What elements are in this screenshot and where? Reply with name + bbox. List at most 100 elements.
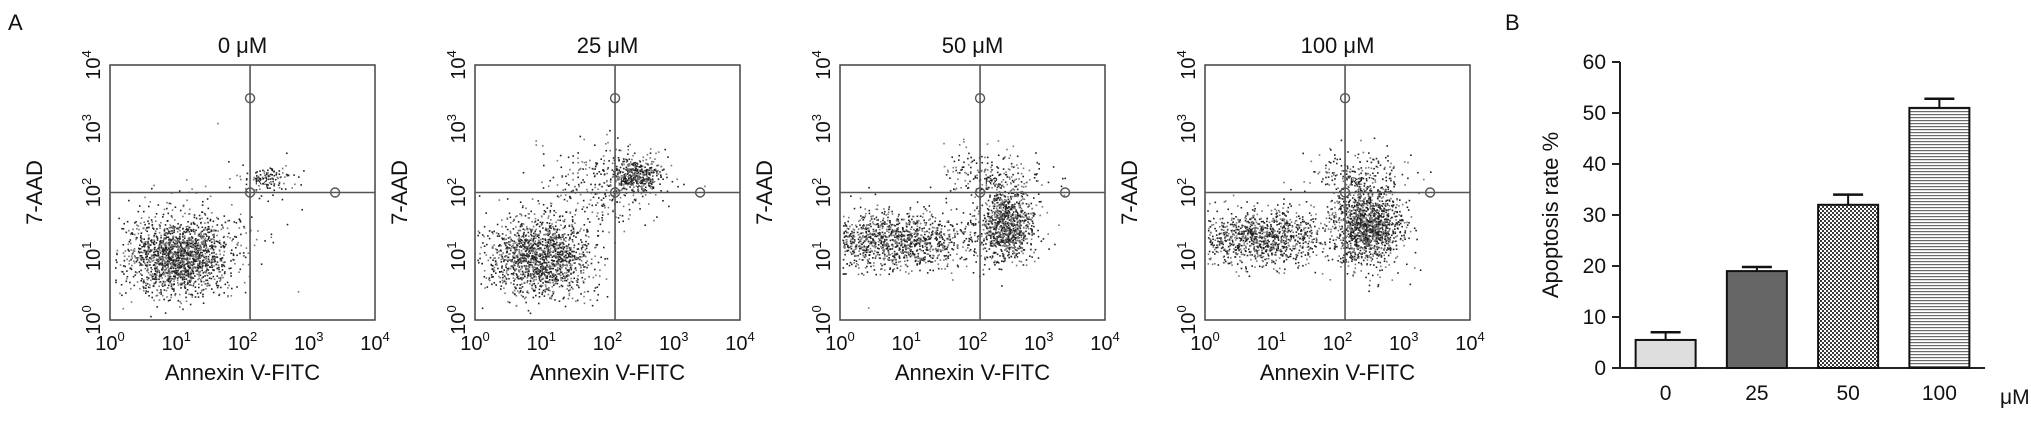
event-dot [219, 279, 222, 281]
event-dot [186, 199, 188, 202]
event-dot [187, 279, 189, 282]
event-dot [914, 232, 917, 234]
event-dot [923, 258, 925, 261]
event-dot [613, 190, 615, 193]
event-dot [527, 239, 530, 241]
event-dot [642, 184, 645, 187]
event-dot [140, 280, 142, 282]
event-dot [122, 307, 125, 310]
event-dot [164, 224, 167, 226]
event-dot [169, 243, 172, 245]
event-dot [516, 274, 518, 276]
event-dot [162, 253, 164, 256]
event-dot [870, 216, 872, 218]
event-dot [265, 180, 267, 182]
event-dot [144, 267, 147, 270]
event-dot [934, 220, 936, 223]
event-dot [194, 238, 197, 241]
event-dot [168, 259, 170, 262]
event-dot [175, 240, 177, 242]
event-dot [864, 254, 867, 256]
event-dot [876, 251, 878, 254]
event-dot [502, 252, 504, 254]
event-dot [657, 178, 660, 180]
event-dot [506, 218, 509, 220]
event-dot [579, 135, 582, 138]
event-dot [222, 264, 225, 266]
event-dot [207, 261, 209, 263]
event-dot [960, 221, 963, 224]
event-dot [556, 251, 559, 253]
event-dot [196, 268, 198, 271]
event-dot [612, 173, 615, 176]
event-dot [577, 172, 579, 174]
event-dot [187, 229, 189, 231]
event-dot [533, 282, 536, 285]
event-dot [161, 255, 164, 258]
event-dot [880, 262, 882, 265]
event-dot [149, 261, 152, 263]
event-dot [285, 173, 288, 176]
event-dot [513, 280, 515, 282]
event-dot [622, 220, 624, 223]
event-dot [156, 266, 159, 268]
event-dot [197, 278, 199, 281]
event-dot [514, 242, 517, 244]
event-dot [207, 269, 210, 271]
event-dot [167, 280, 170, 283]
event-dot [483, 245, 486, 247]
event-dot [173, 270, 175, 273]
event-dot [943, 255, 946, 257]
event-dot [169, 258, 171, 260]
event-dot [539, 247, 541, 249]
event-dot [270, 183, 273, 185]
event-dot [848, 235, 851, 237]
event-dot [554, 248, 556, 251]
event-dot [512, 228, 515, 230]
event-dot [867, 244, 870, 247]
event-dot [866, 238, 869, 240]
event-dot [543, 233, 546, 236]
event-dot [592, 196, 595, 199]
event-dot [179, 209, 182, 212]
event-dot [603, 246, 605, 249]
event-dot [587, 236, 590, 238]
event-dot [535, 276, 537, 278]
event-dot [199, 267, 202, 269]
event-dot [544, 250, 547, 253]
event-dot [561, 175, 564, 177]
event-dot [504, 276, 507, 279]
event-dot [201, 267, 204, 270]
event-dot [183, 257, 185, 260]
event-dot [638, 166, 640, 168]
event-dot [649, 148, 652, 150]
event-dot [572, 255, 574, 258]
event-dot [859, 232, 862, 235]
event-dot [194, 270, 197, 272]
event-dot [267, 184, 269, 186]
event-dot [948, 229, 951, 231]
event-dot [551, 262, 554, 264]
event-dot [208, 259, 211, 262]
event-dot [615, 175, 617, 178]
event-dot [129, 267, 132, 269]
event-dot [645, 170, 648, 173]
event-dot [890, 232, 892, 235]
event-dot [516, 244, 519, 247]
event-dot [230, 252, 232, 255]
event-dot [894, 229, 896, 232]
event-dot [228, 219, 230, 222]
event-dot [908, 234, 910, 236]
event-dot [512, 256, 515, 259]
event-dot [211, 264, 213, 266]
event-dot [239, 268, 242, 271]
event-dot [165, 241, 168, 244]
event-dot [160, 247, 162, 249]
event-dot [623, 183, 626, 185]
event-dot [535, 237, 537, 239]
event-dot [209, 253, 211, 256]
event-dot [997, 262, 1000, 264]
event-dot [525, 238, 527, 240]
event-dot [912, 243, 915, 245]
event-dot [174, 263, 176, 266]
